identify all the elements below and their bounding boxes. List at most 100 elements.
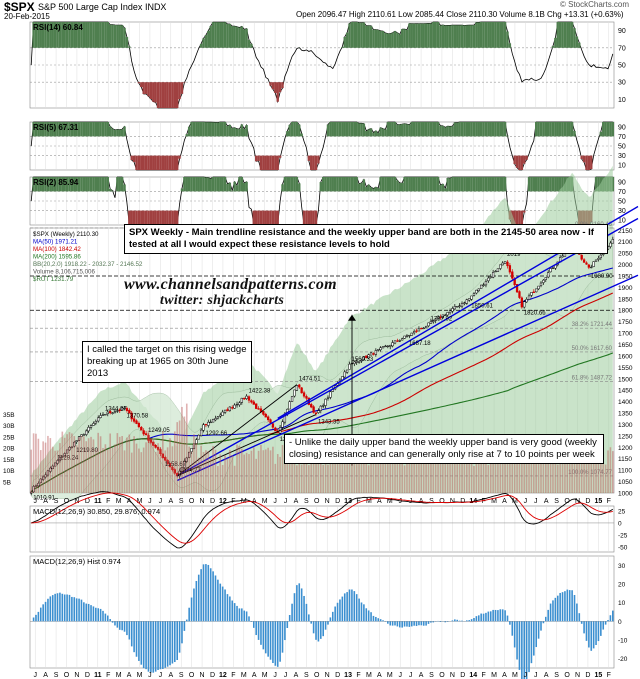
volume-bar [597, 461, 600, 493]
price-tick-label: 1300 [618, 422, 633, 429]
volume-bar [509, 448, 511, 493]
candle-body [264, 413, 267, 418]
x-tick-label: J [524, 498, 528, 505]
candle-body [343, 371, 346, 378]
candle-body [185, 457, 188, 462]
candle-body [97, 417, 100, 422]
candle-body [235, 403, 239, 406]
volume-bar [126, 437, 128, 493]
candle-body [348, 363, 351, 370]
volume-bar [221, 464, 224, 493]
x-tick-label: A [168, 498, 173, 505]
volume-bar [348, 454, 351, 493]
index-name-text: S&P 500 Large Cap Index [38, 2, 143, 12]
volume-bar [473, 466, 475, 493]
volume-bar [351, 443, 353, 493]
candle-body [422, 327, 425, 330]
candle-body [109, 411, 112, 414]
candle-body [130, 412, 133, 420]
candle-body [312, 406, 315, 413]
price-tick-label: 1700 [618, 331, 633, 338]
candle-body [357, 361, 361, 363]
candle-body [518, 291, 521, 298]
candle-body [470, 295, 473, 300]
volume-bar [568, 456, 571, 493]
candle-body [250, 400, 253, 403]
macd-tick-label: -25 [618, 533, 628, 540]
volume-bar [322, 464, 324, 493]
volume-bar [78, 437, 80, 493]
bottom-x-tick-label: A [127, 672, 132, 679]
volume-bar [188, 446, 190, 493]
bottom-x-tick-label: M [512, 672, 518, 679]
volume-bar [358, 462, 360, 493]
volume-tick-label: 30B [3, 423, 15, 430]
candle-body [401, 338, 404, 341]
volume-bar [56, 450, 59, 493]
candle-body [465, 299, 468, 304]
volume-bar [523, 452, 526, 493]
price-tick-label: 1550 [618, 365, 633, 372]
candle-body [420, 327, 423, 330]
candle-body [219, 414, 222, 417]
candle-body [94, 420, 97, 424]
fib-level-label: 61.8% 1487.72 [572, 376, 613, 382]
candle-body [99, 415, 102, 418]
macd-tick-label: 0 [618, 520, 622, 527]
volume-bar [214, 449, 217, 493]
candle-body [460, 303, 464, 307]
x-tick-label: A [502, 498, 507, 505]
volume-bar [236, 444, 238, 493]
volume-bar [102, 447, 104, 493]
x-tick-label: D [210, 498, 215, 505]
x-tick-label: F [356, 498, 360, 505]
candle-body [135, 420, 138, 424]
volume-bar [442, 463, 444, 493]
volume-bar [372, 454, 375, 493]
bottom-x-tick-label: N [450, 672, 455, 679]
legend-label: $RUT 1231.79 [33, 276, 74, 283]
volume-bar [243, 454, 246, 493]
candle-body [372, 353, 375, 355]
candle-body [75, 440, 78, 443]
volume-bar [446, 454, 449, 493]
candle-body [472, 293, 476, 296]
volume-bar [360, 444, 363, 493]
rsi14-tick-label: 10 [618, 97, 626, 104]
stockcharts-watermark: © StockCharts.com [560, 0, 630, 9]
volume-bar [281, 444, 284, 493]
x-tick-label: A [544, 498, 549, 505]
price-tick-label: 1850 [618, 296, 633, 303]
candle-body [542, 279, 545, 283]
candle-body [544, 277, 547, 280]
volume-tick-label: 25B [3, 434, 15, 441]
x-tick-label: F [106, 498, 110, 505]
volume-bar [437, 454, 439, 493]
price-swing-label: 1560.33 [352, 357, 374, 363]
volume-bar [492, 456, 494, 493]
volume-bar [600, 449, 602, 493]
volume-bar [181, 406, 183, 493]
candle-body [585, 262, 588, 265]
candle-body [58, 457, 62, 462]
bottom-x-tick-label: 11 [94, 672, 102, 679]
fib-level-label: 38.2% 1721.44 [572, 322, 613, 328]
volume-bar [588, 457, 590, 493]
candle-body [515, 284, 519, 293]
macd-label: MACD(12,26,9) 30.850, 29.876, 0.974 [33, 507, 160, 516]
price-swing-label: 1343.35 [318, 420, 340, 426]
candle-body [243, 397, 246, 400]
candle-body [580, 254, 583, 260]
candle-body [116, 410, 119, 412]
candle-body [34, 485, 38, 487]
volume-bar [226, 458, 229, 493]
volume-bar [504, 463, 506, 493]
price-tick-label: 1050 [618, 479, 633, 486]
volume-bar [310, 461, 313, 493]
price-tick-label: 1600 [618, 353, 633, 360]
candle-body [269, 419, 272, 424]
x-tick-label: 15 [594, 498, 602, 505]
volume-bar [463, 452, 466, 493]
bottom-x-tick-label: A [294, 672, 299, 679]
band-note: - Unlike the daily upper band the weekly… [284, 434, 604, 464]
